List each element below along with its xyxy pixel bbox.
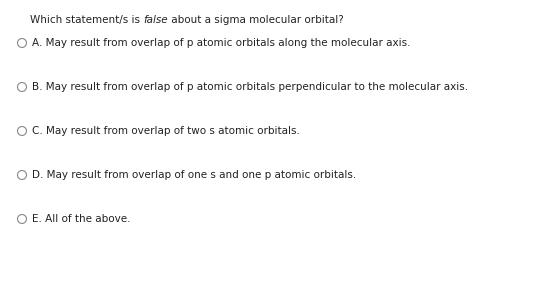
Text: about a sigma molecular orbital?: about a sigma molecular orbital? — [168, 15, 344, 25]
Text: Which statement/s is: Which statement/s is — [30, 15, 143, 25]
Text: D. May result from overlap of one s and one p atomic orbitals.: D. May result from overlap of one s and … — [32, 170, 356, 180]
Text: C. May result from overlap of two s atomic orbitals.: C. May result from overlap of two s atom… — [32, 126, 300, 136]
Text: A. May result from overlap of p atomic orbitals along the molecular axis.: A. May result from overlap of p atomic o… — [32, 38, 411, 48]
Text: false: false — [143, 15, 168, 25]
Text: B. May result from overlap of p atomic orbitals perpendicular to the molecular a: B. May result from overlap of p atomic o… — [32, 82, 468, 92]
Text: E. All of the above.: E. All of the above. — [32, 214, 131, 224]
